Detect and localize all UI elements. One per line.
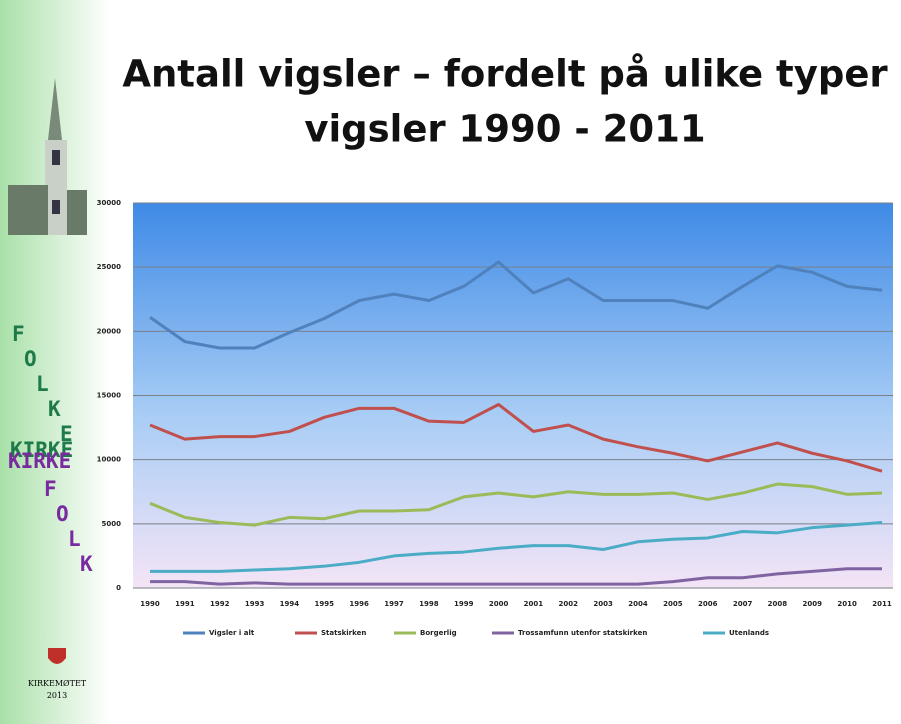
series-line xyxy=(150,521,883,573)
side-letter: K xyxy=(48,397,61,421)
title-line: vigsler 1990 - 2011 xyxy=(304,108,705,151)
legend-label: Statskirken xyxy=(321,629,366,637)
x-tick-label: 2008 xyxy=(768,600,788,608)
series-line xyxy=(149,482,883,527)
side-letter: O xyxy=(56,502,69,526)
x-tick-label: 2002 xyxy=(559,600,579,608)
x-tick-label: 2006 xyxy=(698,600,718,608)
x-tick-label: 2001 xyxy=(524,600,544,608)
x-tick-label: 2005 xyxy=(663,600,683,608)
y-tick-label: 30000 xyxy=(97,199,121,207)
x-tick-label: 1993 xyxy=(245,600,265,608)
side-letter: F xyxy=(44,477,57,501)
side-word: KIRKE xyxy=(10,438,73,462)
title-line: Antall vigsler – fordelt på ulike typer xyxy=(122,53,888,96)
side-letter: L xyxy=(68,527,81,551)
x-tick-label: 2003 xyxy=(593,600,613,608)
x-tick-label: 1990 xyxy=(140,600,160,608)
legend-label: Vigsler i alt xyxy=(209,629,255,637)
x-tick-label: 1998 xyxy=(419,600,439,608)
y-tick-label: 0 xyxy=(116,584,121,592)
series-line xyxy=(150,567,882,586)
side-word: KIRKE xyxy=(8,449,71,473)
logo-year: 2013 xyxy=(47,691,67,700)
x-tick-label: 1992 xyxy=(210,600,230,608)
x-tick-label: 2004 xyxy=(628,600,648,608)
logo: KIRKEMØTET 2013 xyxy=(28,648,87,700)
y-tick-label: 20000 xyxy=(97,327,121,335)
church xyxy=(8,78,87,235)
x-tick-label: 1997 xyxy=(384,600,404,608)
y-tick-label: 15000 xyxy=(97,392,121,400)
series-line xyxy=(149,402,883,473)
logo-text: KIRKEMØTET xyxy=(28,679,87,688)
legend-label: Utenlands xyxy=(729,629,769,637)
y-tick-label: 5000 xyxy=(102,520,122,528)
x-tick-label: 2000 xyxy=(489,600,509,608)
legend-label: Trossamfunn utenfor statskirken xyxy=(518,629,647,637)
x-tick-label: 2011 xyxy=(872,600,892,608)
legend-label: Borgerlig xyxy=(420,629,457,637)
series-line xyxy=(149,260,883,350)
side-letter: E xyxy=(60,422,73,446)
x-tick-label: 2007 xyxy=(733,600,753,608)
side-letter: K xyxy=(80,552,93,576)
side-letter: F xyxy=(12,322,25,346)
x-tick-label: 2010 xyxy=(837,600,857,608)
x-tick-label: 1994 xyxy=(280,600,300,608)
y-tick-label: 25000 xyxy=(97,263,121,271)
x-tick-label: 1991 xyxy=(175,600,195,608)
x-tick-label: 1999 xyxy=(454,600,474,608)
x-tick-label: 1996 xyxy=(349,600,369,608)
x-tick-label: 1995 xyxy=(315,600,335,608)
side-letter: L xyxy=(36,372,49,396)
side-letter: O xyxy=(24,347,37,371)
x-tick-label: 2009 xyxy=(803,600,823,608)
y-tick-label: 10000 xyxy=(97,456,121,464)
